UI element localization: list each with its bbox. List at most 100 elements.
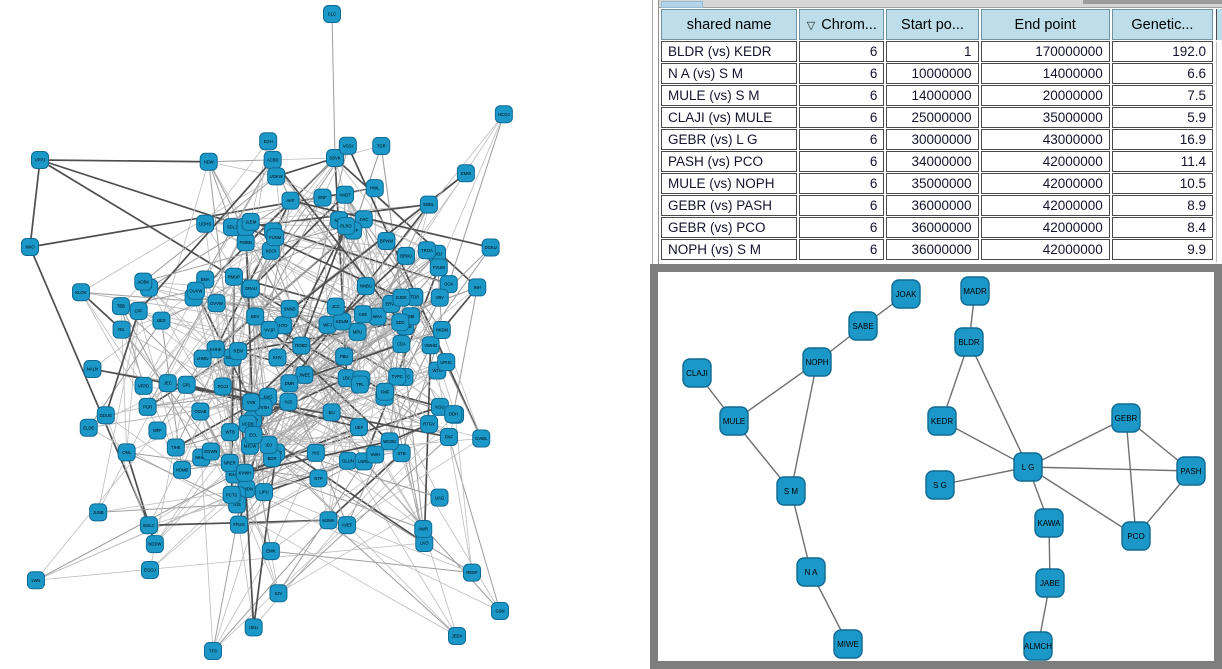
network-node[interactable]	[201, 442, 220, 461]
network-node[interactable]	[206, 340, 225, 359]
table-row[interactable]: MULE (vs) NOPH 6 35000000 42000000 10.5	[661, 173, 1213, 194]
network-node[interactable]	[268, 348, 287, 367]
table-cell[interactable]: CLAJI (vs) MULE	[661, 107, 798, 128]
network-node[interactable]	[260, 321, 279, 340]
table-row[interactable]: NOPH (vs) S M 6 36000000 42000000 9.9	[661, 239, 1213, 260]
table-cell[interactable]: 42000000	[980, 173, 1110, 194]
network-node[interactable]	[259, 132, 278, 151]
network-node[interactable]	[419, 195, 438, 214]
table-cell[interactable]: 36000000	[886, 217, 979, 238]
network-node[interactable]	[481, 238, 500, 257]
network-node[interactable]	[456, 164, 475, 183]
table-cell[interactable]: 6	[799, 239, 885, 260]
network-node[interactable]	[138, 397, 157, 416]
network-node[interactable]	[269, 584, 288, 603]
network-node[interactable]	[158, 374, 177, 393]
network-node-s-m[interactable]	[776, 476, 806, 506]
network-node-jabe[interactable]	[1035, 568, 1065, 598]
table-cell[interactable]: 14000000	[886, 85, 979, 106]
network-edge[interactable]	[790, 361, 818, 492]
table-cell[interactable]: 6	[799, 107, 885, 128]
network-node[interactable]	[141, 561, 159, 579]
network-node[interactable]	[26, 571, 45, 590]
network-node[interactable]	[148, 421, 167, 440]
network-node[interactable]	[83, 360, 102, 379]
network-node[interactable]	[377, 231, 396, 250]
scrollbar-thumb[interactable]	[661, 1, 703, 8]
network-node[interactable]	[388, 367, 407, 386]
table-cell[interactable]: 9.9	[1111, 239, 1213, 260]
network-node-bldr[interactable]	[954, 327, 984, 357]
network-node[interactable]	[491, 602, 509, 620]
network-node[interactable]	[129, 302, 148, 321]
network-node[interactable]	[279, 392, 298, 411]
network-node[interactable]	[392, 288, 411, 307]
table-cell[interactable]: 192.0	[1111, 41, 1213, 62]
network-node[interactable]	[350, 375, 369, 394]
column-header-chrom---[interactable]: ▽ Chrom...	[799, 9, 885, 40]
network-node[interactable]	[266, 228, 285, 247]
network-node[interactable]	[79, 418, 98, 437]
table-cell[interactable]: N A (vs) S M	[661, 63, 798, 84]
network-edge[interactable]	[968, 341, 1029, 468]
network-node[interactable]	[380, 432, 399, 451]
network-node[interactable]	[444, 405, 463, 424]
network-node[interactable]	[193, 349, 212, 368]
network-node[interactable]	[267, 167, 286, 186]
network-node[interactable]	[235, 463, 254, 482]
network-node[interactable]	[292, 336, 311, 355]
table-cell[interactable]: MULE (vs) NOPH	[661, 173, 798, 194]
network-node[interactable]	[432, 321, 451, 340]
network-node[interactable]	[191, 402, 210, 421]
network-node[interactable]	[338, 516, 357, 535]
network-node[interactable]	[462, 563, 481, 582]
network-node-almch[interactable]	[1023, 631, 1053, 661]
column-header-start-po---[interactable]: Start po...	[886, 9, 979, 40]
table-row[interactable]: MULE (vs) S M 6 14000000 20000000 7.5	[661, 85, 1213, 106]
table-cell[interactable]: 42000000	[980, 239, 1110, 260]
network-node[interactable]	[259, 435, 278, 454]
network-node[interactable]	[356, 277, 375, 296]
network-node[interactable]	[429, 258, 448, 277]
network-node[interactable]	[224, 267, 243, 286]
network-node[interactable]	[72, 283, 91, 302]
network-node[interactable]	[89, 503, 108, 522]
network-node[interactable]	[280, 374, 299, 393]
network-node[interactable]	[255, 483, 274, 502]
network-node[interactable]	[204, 642, 222, 660]
table-row[interactable]: PASH (vs) PCO 6 34000000 42000000 11.4	[661, 151, 1213, 172]
network-node[interactable]	[145, 535, 164, 554]
network-node[interactable]	[134, 376, 153, 395]
network-node[interactable]	[437, 353, 456, 372]
table-cell[interactable]: 6	[799, 173, 885, 194]
table-cell[interactable]: 1	[886, 41, 979, 62]
table-cell[interactable]: 35000000	[980, 107, 1110, 128]
table-cell[interactable]: 20000000	[980, 85, 1110, 106]
table-cell[interactable]: 6	[799, 195, 885, 216]
network-node[interactable]	[280, 299, 299, 318]
network-node[interactable]	[186, 281, 205, 300]
network-node[interactable]	[31, 151, 49, 169]
left-network-view[interactable]: CLCSSVKVPPJNKOEGOJTFSJEDVGSNGLUNFOIDHWLH…	[0, 0, 651, 669]
network-node[interactable]	[111, 297, 130, 316]
network-node[interactable]	[177, 375, 196, 394]
filter-icon[interactable]: ▽	[806, 19, 816, 32]
column-header-end-point[interactable]: End point	[980, 9, 1110, 40]
table-row[interactable]: N A (vs) S M 6 10000000 14000000 6.6	[661, 63, 1213, 84]
network-node[interactable]	[468, 278, 487, 297]
network-node[interactable]	[335, 347, 354, 366]
network-node[interactable]	[306, 443, 325, 462]
network-node-noph[interactable]	[802, 347, 832, 377]
table-cell[interactable]: 8.9	[1111, 195, 1213, 216]
network-node[interactable]	[391, 313, 410, 332]
table-cell[interactable]: 10.5	[1111, 173, 1213, 194]
network-node[interactable]	[353, 305, 372, 324]
network-node[interactable]	[134, 272, 153, 291]
network-node[interactable]	[376, 382, 395, 401]
table-cell[interactable]: 42000000	[980, 151, 1110, 172]
table-cell[interactable]: 42000000	[980, 195, 1110, 216]
network-node[interactable]	[417, 241, 436, 260]
table-cell[interactable]: BLDR (vs) KEDR	[661, 41, 798, 62]
table-cell[interactable]: 36000000	[886, 239, 979, 260]
network-node[interactable]	[309, 469, 328, 488]
